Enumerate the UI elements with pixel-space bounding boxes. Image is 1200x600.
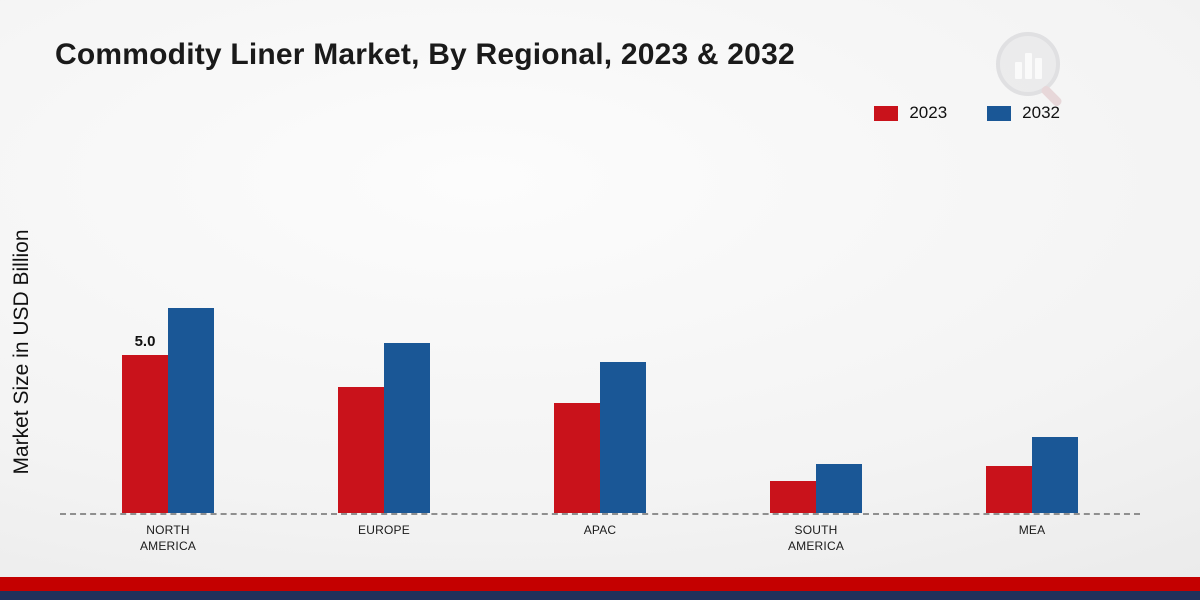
legend-item-2032: 2032 [987, 103, 1060, 123]
bar-2023 [554, 403, 600, 513]
category-label: SOUTH AMERICA [787, 523, 845, 553]
category-label: NORTH AMERICA [139, 523, 197, 553]
legend: 2023 2032 [874, 103, 1060, 123]
bar-2023 [770, 481, 816, 513]
bar-2023 [338, 387, 384, 513]
bar-group: 5.0 NORTH AMERICA [122, 308, 214, 553]
bar-group: APAC [554, 362, 646, 537]
bar-2032 [600, 362, 646, 513]
bar-2023: 5.0 [122, 333, 168, 513]
y-axis-label: Market Size in USD Billion [10, 229, 33, 475]
category-label: EUROPE [358, 523, 410, 537]
bar-value-label: 5.0 [134, 333, 156, 350]
bar-2032 [816, 464, 862, 513]
legend-label-2032: 2032 [1022, 103, 1060, 122]
bar-group: EUROPE [338, 343, 430, 537]
legend-item-2023: 2023 [874, 103, 947, 123]
bar-2023 [986, 466, 1032, 513]
footer-navy-band [0, 591, 1200, 600]
legend-swatch-2023-icon [874, 105, 899, 121]
bar-group: MEA [986, 437, 1078, 537]
bar-2032 [1032, 437, 1078, 513]
category-label: MEA [1018, 523, 1046, 537]
plot-area: 5.0 NORTH AMERICA EUROPE APAC SOUTH AMERICA M… [60, 280, 1140, 553]
legend-swatch-2032-icon [987, 105, 1012, 121]
bar-2032 [384, 343, 430, 513]
chart-title: Commodity Liner Market, By Regional, 202… [55, 38, 795, 71]
watermark-logo-icon [990, 28, 1070, 121]
legend-label-2023: 2023 [909, 103, 948, 122]
bar-2032 [168, 308, 214, 513]
bar-group: SOUTH AMERICA [770, 464, 862, 553]
category-label: APAC [583, 523, 617, 537]
footer-red-band [0, 577, 1200, 591]
